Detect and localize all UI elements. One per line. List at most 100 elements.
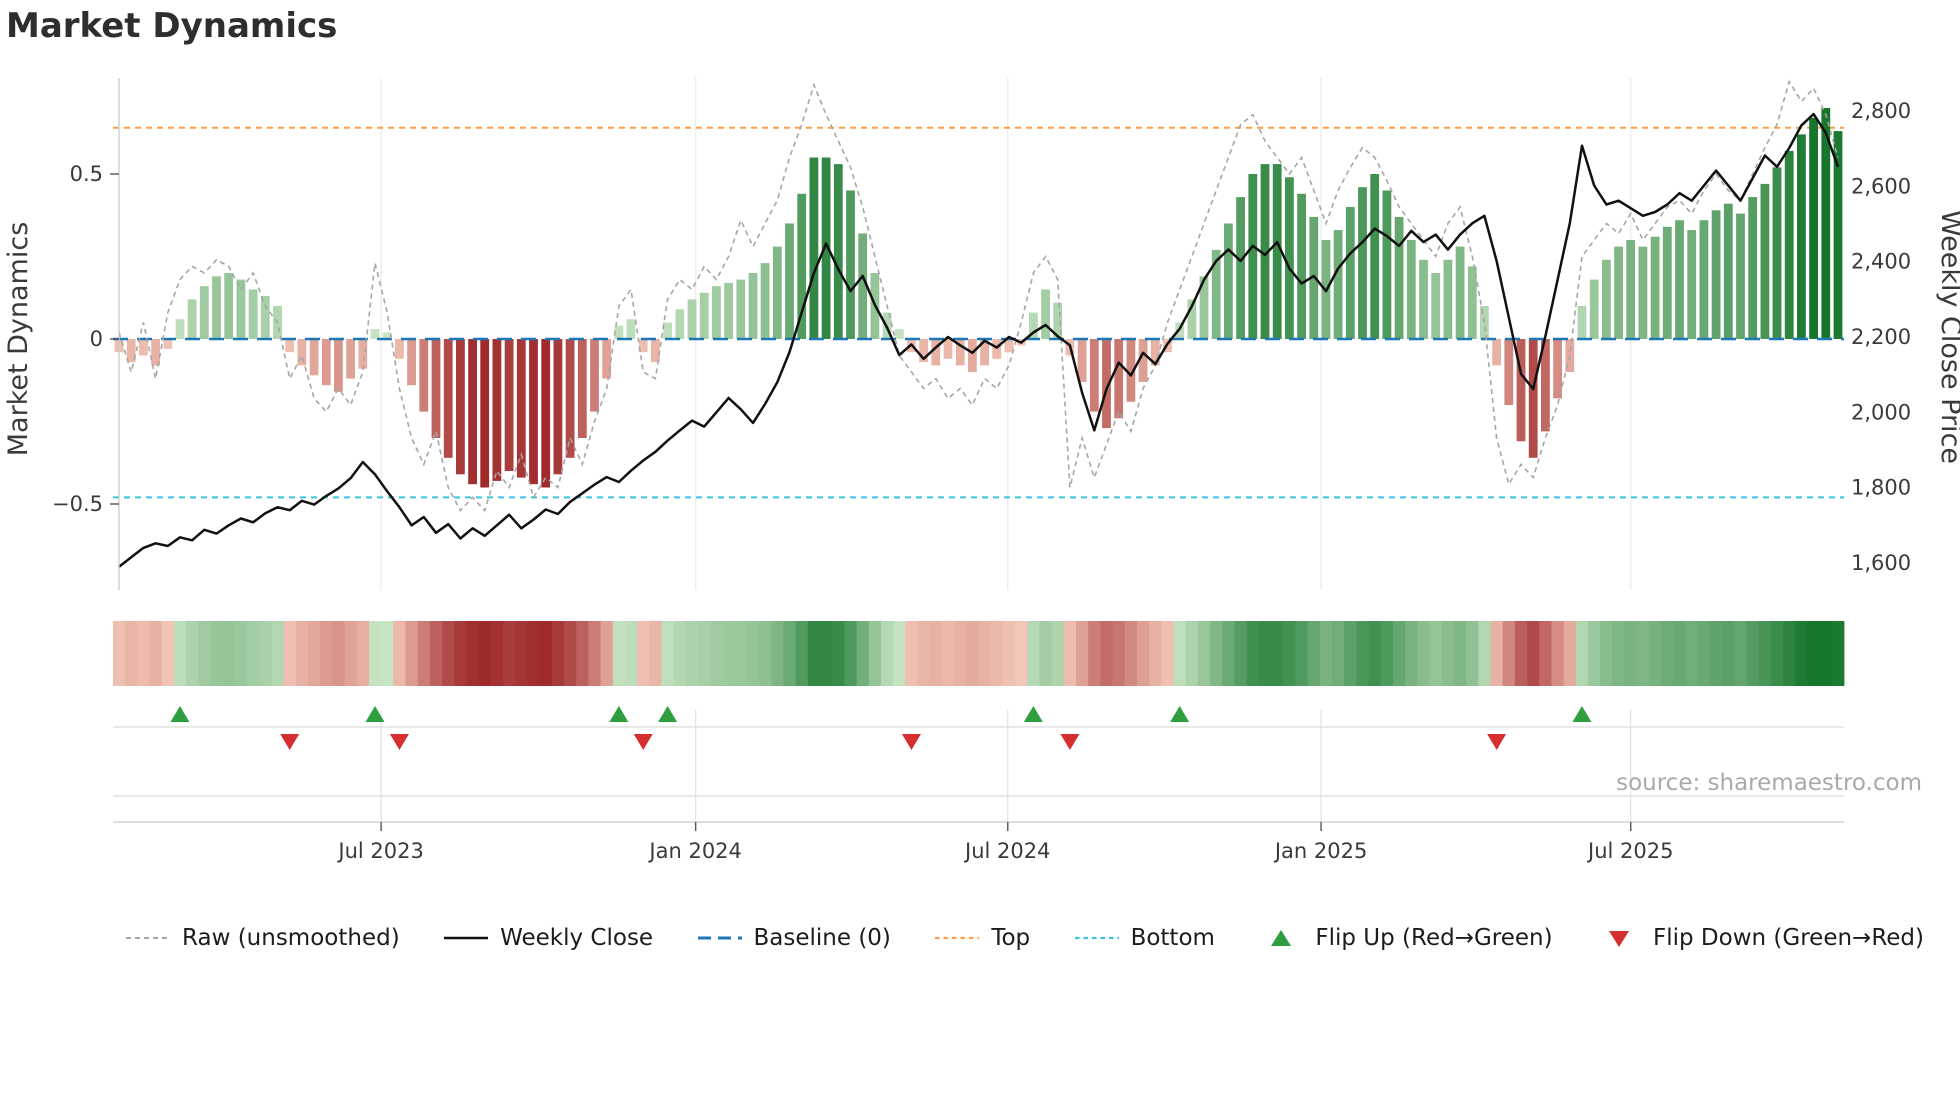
heatmap-cell — [1405, 621, 1418, 686]
heatmap-cell — [1149, 621, 1162, 686]
heatmap-cell — [490, 621, 504, 686]
dynamics-bar — [1114, 339, 1124, 419]
heatmap-cell — [1697, 621, 1711, 686]
heatmap-cell — [1161, 621, 1174, 686]
heatmap-cell — [1136, 621, 1150, 686]
heatmap-cell — [393, 621, 406, 686]
heatmap-cell — [771, 621, 784, 686]
heatmap-cell — [844, 621, 857, 686]
heatmap-cell — [515, 621, 528, 686]
heatmap-cell — [198, 621, 211, 686]
x-tick-label: Jan 2024 — [647, 839, 742, 863]
heatmap-cell — [527, 621, 541, 686]
heatmap-cell — [332, 621, 346, 686]
dynamics-bar — [821, 157, 831, 339]
heatmap-cell — [1319, 621, 1333, 686]
heatmap-cell — [1100, 621, 1113, 686]
dynamics-bar — [1248, 174, 1258, 339]
right-axis-title: Weekly Close Price — [1935, 210, 1960, 464]
dynamics-bar — [1443, 259, 1453, 339]
legend-item-flip_down: Flip Down (Green→Red) — [1595, 925, 1924, 951]
heatmap-cell — [381, 621, 394, 686]
heatmap-cell — [941, 621, 955, 686]
dynamics-bar — [553, 339, 563, 475]
heatmap-cell — [929, 621, 943, 686]
dynamics-bar — [1455, 246, 1465, 339]
bottom-legend-icon — [1074, 936, 1119, 940]
x-tick-label: Jul 2024 — [963, 839, 1050, 863]
heatmap-cell — [710, 621, 723, 686]
dynamics-bar — [285, 339, 295, 353]
flip-up-marker — [1023, 706, 1043, 722]
heatmap-cell — [649, 621, 662, 686]
dynamics-bar — [785, 223, 794, 339]
heatmap-cell — [1539, 621, 1552, 686]
heatmap-cell — [320, 621, 333, 686]
dynamics-bar — [1711, 210, 1721, 339]
dynamics-bar — [1358, 187, 1367, 339]
heatmap-cell — [186, 621, 199, 686]
dynamics-bar — [833, 164, 843, 339]
heatmap-cell — [966, 621, 979, 686]
heatmap-cell — [1758, 621, 1772, 686]
dynamics-bar — [1736, 213, 1745, 339]
right-tick-label: 1,600 — [1851, 551, 1911, 575]
legend-label: Flip Down (Green→Red) — [1653, 925, 1924, 951]
weekly-close-line — [118, 112, 1840, 568]
raw-legend-icon — [126, 937, 170, 939]
legend-item-raw: Raw (unsmoothed) — [124, 925, 400, 951]
flip-up-marker — [1572, 706, 1592, 722]
dynamics-bar — [614, 325, 624, 339]
dynamics-bar — [224, 273, 234, 339]
legend-item-bottom: Bottom — [1073, 925, 1215, 951]
dynamics-bar — [1053, 302, 1063, 339]
dynamics-bar — [797, 193, 807, 339]
dynamics-bar — [309, 339, 319, 376]
dynamics-bar — [699, 292, 709, 339]
heatmap-cell — [1746, 621, 1760, 686]
heatmap-cell — [222, 621, 236, 686]
dynamics-bar — [126, 339, 136, 363]
heatmap-cell — [1819, 621, 1833, 686]
dynamics-bar — [894, 329, 904, 339]
heatmap-cell — [856, 621, 870, 686]
legend-label: Top — [991, 925, 1031, 951]
heatmap-cell — [1063, 621, 1077, 686]
heatmap-cell — [734, 621, 748, 686]
dynamics-bar — [931, 339, 941, 366]
flip_up-legend-icon — [1271, 930, 1292, 946]
heatmap-cell — [759, 621, 772, 686]
heatmap-cell — [1673, 621, 1686, 686]
heatmap-cell — [1417, 621, 1430, 686]
close-legend-icon — [444, 936, 489, 940]
heatmap-cell — [1002, 621, 1016, 686]
heatmap-cell — [210, 621, 224, 686]
legend-item-close: Weekly Close — [442, 925, 653, 951]
legend-label: Baseline (0) — [753, 925, 891, 951]
dynamics-bar — [151, 339, 160, 366]
flip-up-marker — [170, 706, 190, 722]
dynamics-bar — [1687, 230, 1697, 339]
dynamics-bar — [638, 339, 648, 353]
dynamics-bar — [626, 319, 636, 339]
dynamics-bar — [736, 279, 746, 339]
dynamics-bar — [382, 332, 392, 339]
dynamics-bar — [1577, 306, 1587, 339]
dynamics-bar — [565, 339, 575, 458]
legend: Raw (unsmoothed) Weekly Close Baseline (0)… — [0, 925, 1960, 951]
heatmap-cell — [1112, 621, 1126, 686]
heatmap-cell — [1783, 621, 1796, 686]
dynamics-bar — [175, 319, 185, 339]
heatmap-cell — [624, 621, 638, 686]
legend-label: Bottom — [1130, 925, 1215, 951]
heatmap-cell — [1453, 621, 1467, 686]
dynamics-bar — [541, 339, 551, 488]
dynamics-bar — [407, 339, 416, 386]
right-tick-label: 2,400 — [1851, 250, 1911, 274]
dynamics-bar — [1638, 246, 1648, 339]
heatmap-cell — [1661, 621, 1674, 686]
dynamics-bar — [1504, 339, 1514, 405]
heatmap-cell — [1466, 621, 1479, 686]
